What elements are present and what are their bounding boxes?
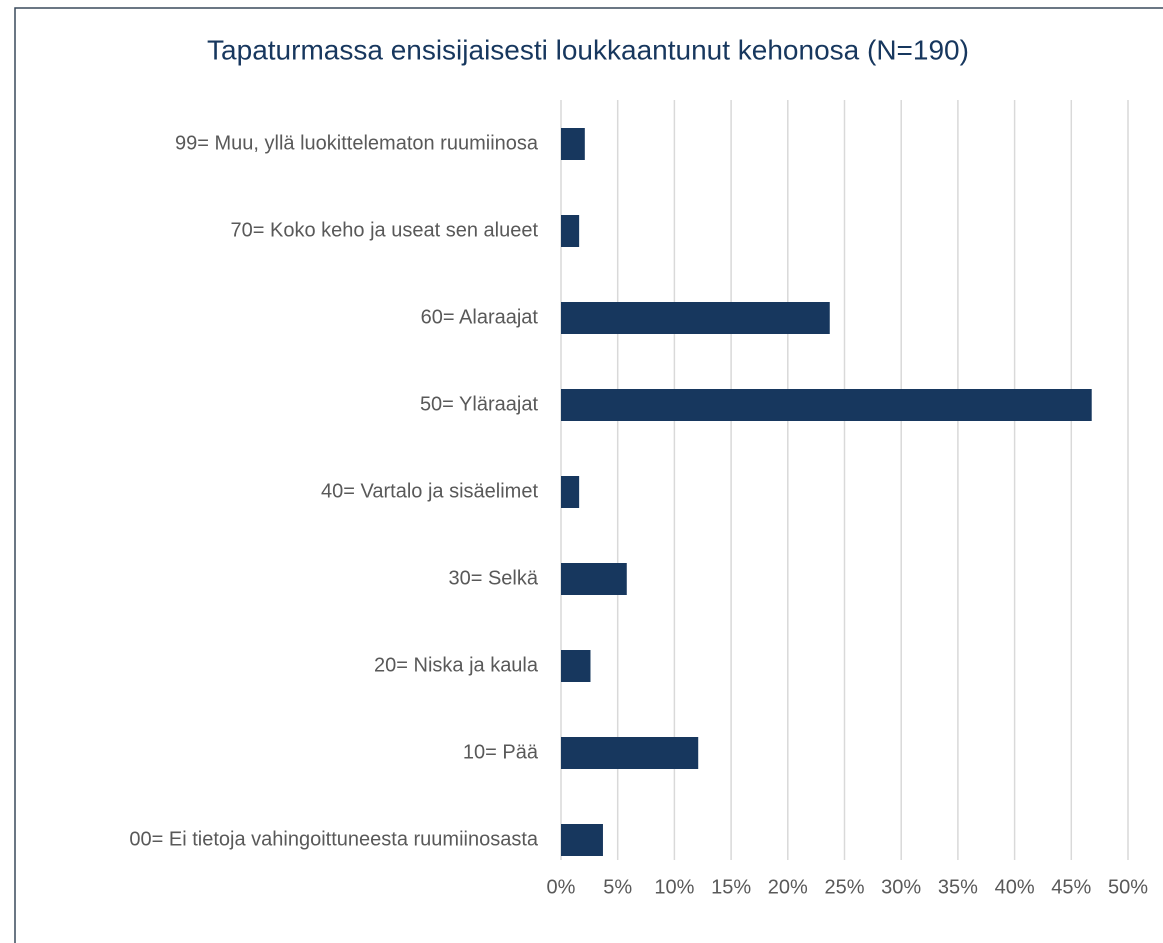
bar — [561, 389, 1092, 421]
x-tick-label: 35% — [938, 876, 978, 898]
x-tick-label: 10% — [654, 876, 694, 898]
y-tick-label: 20= Niska ja kaula — [374, 654, 539, 676]
bar — [561, 215, 580, 247]
y-tick-label: 70= Koko keho ja useat sen alueet — [231, 219, 539, 241]
x-tick-label: 20% — [768, 876, 808, 898]
x-tick-label: 15% — [711, 876, 751, 898]
x-tick-label: 50% — [1108, 876, 1148, 898]
y-tick-label: 99= Muu, yllä luokittelematon ruumiinosa — [175, 132, 539, 154]
x-tick-label: 5% — [603, 876, 632, 898]
y-tick-label: 10= Pää — [463, 741, 539, 763]
x-tick-label: 30% — [881, 876, 921, 898]
x-tick-label: 25% — [824, 876, 864, 898]
y-tick-label: 30= Selkä — [448, 567, 538, 589]
y-tick-label: 40= Vartalo ja sisäelimet — [321, 480, 538, 502]
bar — [561, 563, 627, 595]
bar — [561, 650, 591, 682]
bar — [561, 737, 699, 769]
y-tick-label: 60= Alaraajat — [421, 306, 539, 328]
bar — [561, 824, 603, 856]
x-tick-label: 45% — [1051, 876, 1091, 898]
x-tick-label: 0% — [547, 876, 576, 898]
bar — [561, 302, 830, 334]
bar — [561, 128, 585, 160]
chart-title: Tapaturmassa ensisijaisesti loukkaantunu… — [207, 34, 969, 65]
y-tick-label: 50= Yläraajat — [420, 393, 539, 415]
y-tick-label: 00= Ei tietoja vahingoittuneesta ruumiin… — [129, 828, 538, 850]
x-tick-label: 40% — [995, 876, 1035, 898]
bar — [561, 476, 580, 508]
chart-frame — [14, 7, 1163, 943]
